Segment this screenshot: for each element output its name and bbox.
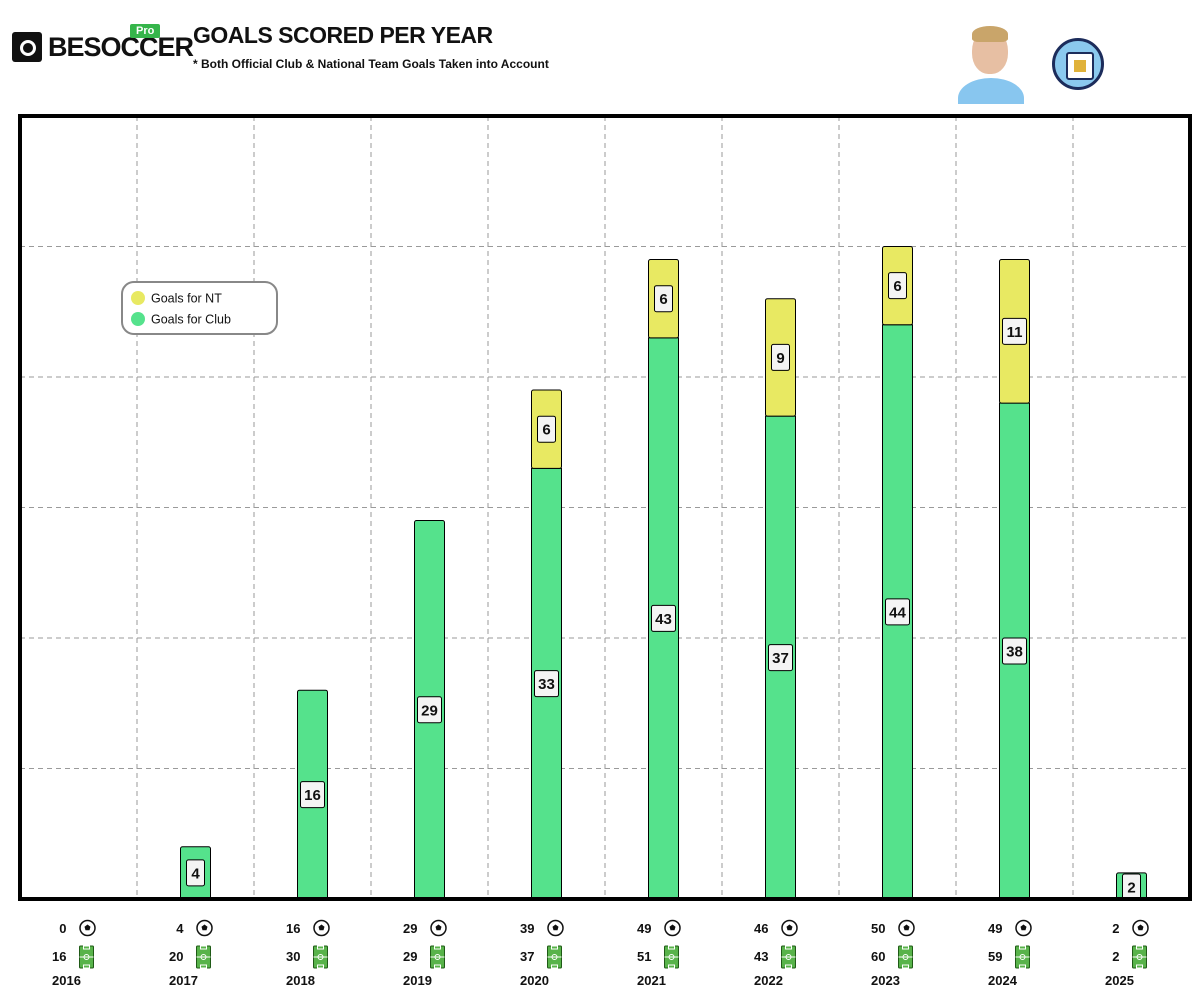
bar-nt-label-box <box>654 285 673 313</box>
bar-club-label: 16 <box>304 787 321 804</box>
total-goals-value: 49 <box>637 921 651 936</box>
pitch-icon <box>313 945 328 969</box>
pitch-icon <box>664 945 679 969</box>
page-title: GOALS SCORED PER YEAR <box>193 22 493 48</box>
year-label: 2016 <box>52 973 81 988</box>
bar-club-label-box <box>651 604 676 632</box>
bar-club-label-box <box>186 859 205 887</box>
year-label: 2022 <box>754 973 783 988</box>
bar-club-label-box <box>885 598 910 626</box>
year-label: 2024 <box>988 973 1018 988</box>
legend-swatch-nt <box>131 291 145 305</box>
year-label: 2021 <box>637 973 666 988</box>
pitch-icon <box>196 945 211 969</box>
total-matches-value: 60 <box>871 949 885 964</box>
bar-club-label: 43 <box>655 611 672 628</box>
total-goals-value: 16 <box>286 921 300 936</box>
pitch-icon <box>430 945 445 969</box>
total-matches-value: 59 <box>988 949 1002 964</box>
bar-nt-label-box <box>537 415 556 443</box>
player-photo <box>958 24 1024 104</box>
bar-nt-label-box <box>771 343 790 371</box>
pitch-icon <box>79 945 94 969</box>
bar-nt-label-box <box>1002 317 1027 345</box>
ball-icon <box>781 919 798 937</box>
legend-swatch-club <box>131 312 145 326</box>
total-goals-value: 0 <box>59 921 66 936</box>
bar-nt-label: 6 <box>659 291 667 308</box>
ball-icon <box>196 919 213 937</box>
year-label: 2017 <box>169 973 198 988</box>
brand-pro-tag: Pro <box>130 24 161 38</box>
year-label: 2023 <box>871 973 900 988</box>
year-label: 2020 <box>520 973 549 988</box>
bar-club-label-box <box>768 644 793 672</box>
pitch-icon <box>898 945 913 969</box>
page-subtitle: * Both Official Club & National Team Goa… <box>193 57 549 71</box>
total-goals-value: 2 <box>1112 921 1119 936</box>
total-matches-value: 37 <box>520 949 534 964</box>
total-goals-value: 39 <box>520 921 534 936</box>
total-matches-value: 2 <box>1112 949 1119 964</box>
header: BESOCCER Pro GOALS SCORED PER YEAR * Bot… <box>0 0 1200 110</box>
bar-club-label: 29 <box>421 702 438 719</box>
ball-icon <box>430 919 447 937</box>
ball-icon <box>664 919 681 937</box>
total-goals-value: 50 <box>871 921 885 936</box>
bar-club-label-box <box>534 670 559 698</box>
ball-icon <box>313 919 330 937</box>
bar-club-label: 4 <box>191 865 200 882</box>
bar-club-label: 38 <box>1006 644 1023 661</box>
bar-club-label: 2 <box>1127 880 1135 897</box>
total-matches-value: 29 <box>403 949 417 964</box>
bar-nt-label: 6 <box>542 422 550 439</box>
ball-icon <box>898 919 915 937</box>
bar-nt-label: 11 <box>1007 324 1023 341</box>
total-matches-value: 20 <box>169 949 183 964</box>
year-label: 2018 <box>286 973 315 988</box>
total-matches-value: 16 <box>52 949 66 964</box>
legend-label-nt: Goals for NT <box>151 292 222 306</box>
bar-nt-label: 6 <box>893 278 901 295</box>
year-label: 2025 <box>1105 973 1134 988</box>
total-matches-value: 51 <box>637 949 651 964</box>
besoccer-logo-icon <box>12 32 42 62</box>
brand-name: BESOCCER <box>48 32 194 62</box>
bar-club-label: 44 <box>889 604 906 621</box>
year-label: 2019 <box>403 973 432 988</box>
ball-icon <box>79 919 96 937</box>
besoccer-logo: BESOCCER Pro <box>12 24 194 68</box>
ball-icon <box>1015 919 1032 937</box>
pitch-icon <box>547 945 562 969</box>
pitch-icon <box>1015 945 1030 969</box>
bar-nt-label: 9 <box>776 350 784 367</box>
ball-icon <box>1132 919 1149 937</box>
total-matches-value: 43 <box>754 949 768 964</box>
bar-club-label-box <box>1002 637 1027 665</box>
total-goals-value: 49 <box>988 921 1002 936</box>
total-matches-value: 30 <box>286 949 300 964</box>
legend-label-club: Goals for Club <box>151 313 231 327</box>
total-goals-value: 4 <box>176 921 184 936</box>
pitch-icon <box>1132 945 1147 969</box>
legend-box <box>121 281 278 335</box>
club-crest-icon <box>1052 38 1104 90</box>
bar-club-label-box <box>300 781 325 809</box>
bar-club-label: 33 <box>538 676 555 693</box>
total-goals-value: 46 <box>754 921 768 936</box>
total-goals-value: 29 <box>403 921 417 936</box>
bar-club-label-box <box>417 696 442 724</box>
pitch-icon <box>781 945 796 969</box>
bar-nt-label-box <box>888 272 907 300</box>
ball-icon <box>547 919 564 937</box>
chart-frame <box>18 114 1192 901</box>
bar-club-label: 37 <box>772 650 789 667</box>
